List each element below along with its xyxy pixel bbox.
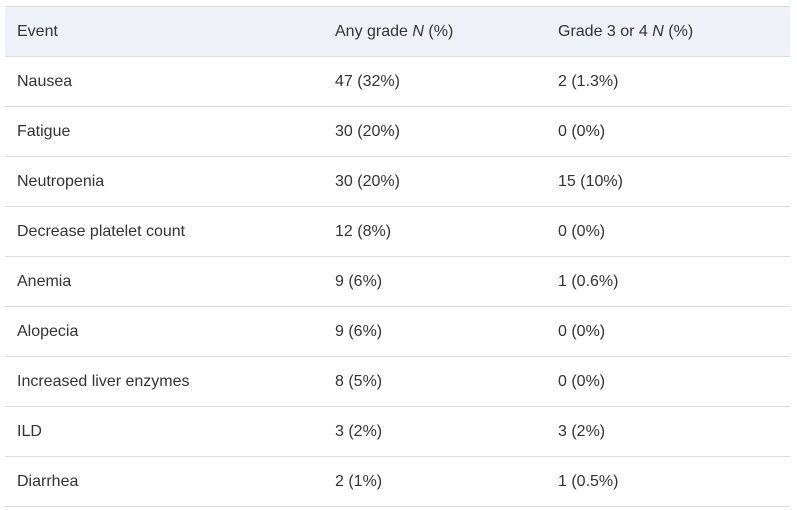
table-cell: Fatigue	[5, 106, 323, 157]
table-row: ILD 3 (2%) 3 (2%)	[5, 406, 790, 457]
header-cell: Any grade N (%)	[323, 6, 546, 57]
table-cell: 8 (5%)	[323, 356, 546, 407]
table-row: Increased liver enzymes 8 (5%) 0 (0%)	[5, 356, 790, 407]
header-text: (%)	[668, 22, 694, 40]
table-cell: 30 (20%)	[323, 106, 546, 157]
table-cell: 1 (0.6%)	[546, 256, 790, 307]
table-row: Diarrhea 2 (1%) 1 (0.5%)	[5, 456, 790, 507]
table-cell: Decrease platelet count	[5, 206, 323, 257]
table-cell: Nausea	[5, 56, 323, 107]
table-header: Event Any grade N (%) Grade 3 or 4 N (%)	[5, 6, 790, 57]
table-cell: 1 (0.5%)	[546, 456, 790, 507]
header-cell: Event	[5, 6, 323, 57]
table-cell: 2 (1%)	[323, 456, 546, 507]
header-text: (%)	[428, 22, 454, 40]
table-cell: 15 (10%)	[546, 156, 790, 207]
adverse-events-table: Event Any grade N (%) Grade 3 or 4 N (%) N…	[5, 6, 790, 507]
table-cell: Neutropenia	[5, 156, 323, 207]
table-cell: 0 (0%)	[546, 106, 790, 157]
table-cell: Increased liver enzymes	[5, 356, 323, 407]
header-row: Event Any grade N (%) Grade 3 or 4 N (%)	[5, 6, 790, 57]
table-row: Fatigue 30 (20%) 0 (0%)	[5, 106, 790, 157]
table-cell: ILD	[5, 406, 323, 457]
table-cell: Diarrhea	[5, 456, 323, 507]
header-text: N	[652, 22, 664, 40]
table-row: Anemia 9 (6%) 1 (0.6%)	[5, 256, 790, 307]
header-text: Any grade	[335, 22, 408, 40]
header-text: Grade 3 or 4	[558, 22, 648, 40]
table-cell: 0 (0%)	[546, 206, 790, 257]
table-cell: 0 (0%)	[546, 356, 790, 407]
table-cell: 30 (20%)	[323, 156, 546, 207]
table-cell: 9 (6%)	[323, 306, 546, 357]
table-cell: 3 (2%)	[323, 406, 546, 457]
table-row: Neutropenia 30 (20%) 15 (10%)	[5, 156, 790, 207]
table-cell: 3 (2%)	[546, 406, 790, 457]
header-cell: Grade 3 or 4 N (%)	[546, 6, 790, 57]
table-cell: 9 (6%)	[323, 256, 546, 307]
table-cell: 47 (32%)	[323, 56, 546, 107]
table-row: Nausea 47 (32%) 2 (1.3%)	[5, 56, 790, 107]
header-text: N	[412, 22, 424, 40]
table-cell: 2 (1.3%)	[546, 56, 790, 107]
table-cell: Alopecia	[5, 306, 323, 357]
table-cell: 12 (8%)	[323, 206, 546, 257]
table-row: Alopecia 9 (6%) 0 (0%)	[5, 306, 790, 357]
table-row: Decrease platelet count 12 (8%) 0 (0%)	[5, 206, 790, 257]
table-cell: 0 (0%)	[546, 306, 790, 357]
table-cell: Anemia	[5, 256, 323, 307]
table-body: Nausea 47 (32%) 2 (1.3%) Fatigue 30 (20%) 0 (…	[5, 56, 790, 507]
